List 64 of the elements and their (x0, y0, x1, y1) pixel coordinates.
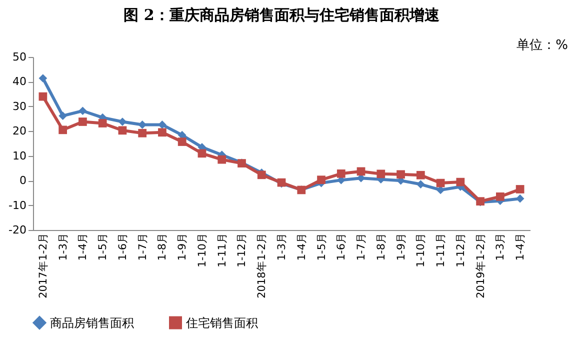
x-tick-label: 1-8月 (375, 232, 388, 261)
x-tick-label: 1-5月 (97, 232, 110, 261)
x-tick-label: 1-8月 (156, 232, 169, 261)
point (158, 120, 166, 129)
y-tick-label: 0 (20, 174, 26, 188)
x-tick-label: 1-5月 (316, 232, 328, 261)
text: 单位：% (516, 37, 568, 54)
x-tick-label: 1-12月 (454, 232, 467, 268)
point (78, 118, 87, 126)
point (158, 128, 166, 137)
point (118, 118, 127, 126)
point (198, 149, 206, 158)
point (58, 126, 68, 134)
point (138, 128, 147, 138)
point (38, 74, 48, 82)
x-tick-label: 1-11月 (216, 232, 228, 268)
legend-label: 住宅销售面积 (185, 316, 258, 330)
point (317, 176, 326, 184)
x-tick-label: 1-6月 (336, 232, 348, 261)
x-tick-label: 1-7月 (356, 232, 368, 261)
x-tick-label: 1-6月 (116, 232, 129, 261)
y-tick-label: 40 (12, 75, 26, 88)
point (118, 126, 127, 135)
point (416, 170, 425, 180)
point (98, 119, 107, 128)
x-tick-label: 1-3月 (276, 232, 288, 261)
point (38, 92, 48, 101)
point (456, 178, 465, 186)
x-tick-label: 2018年1-2月 (256, 232, 268, 298)
x-tick-label: 1-9月 (395, 232, 408, 261)
y-tick-label: 20 (12, 124, 26, 138)
x-tick-label: 1-4月 (296, 232, 308, 261)
y-tick-label: -20 (8, 224, 26, 236)
point (336, 169, 346, 178)
point (416, 180, 425, 188)
y-tick-label: 10 (12, 149, 26, 162)
x-tick-label: 2017年1-2月 (37, 232, 50, 298)
x-tick-label: 1-9月 (176, 232, 189, 261)
legend-label: 商品房销售面积 (50, 316, 134, 330)
x-tick-label: 1-3月 (494, 232, 507, 261)
x-tick-label: 1-4月 (77, 232, 90, 261)
point (218, 155, 226, 164)
point (496, 192, 504, 201)
x-tick-label: 1-7月 (136, 232, 149, 261)
point (436, 178, 445, 188)
x-tick-label: 2019年1-2月 (474, 232, 487, 298)
x-tick-label: 1-3月 (57, 232, 70, 261)
chart-title: 图 2：重庆商品房销售面积与住宅销售面积增速 (124, 6, 440, 24)
point (78, 106, 87, 116)
point (356, 167, 366, 176)
y-tick-label: 30 (12, 100, 26, 113)
x-tick-label: 1-12月 (236, 232, 248, 268)
x-tick-label: 1-11月 (435, 232, 448, 268)
x-tick-label: 1-4月 (514, 232, 527, 261)
x-tick-label: 1-10月 (415, 232, 428, 268)
point (516, 185, 524, 194)
point (396, 170, 405, 179)
point (257, 170, 266, 180)
point (376, 170, 386, 178)
point (178, 138, 186, 146)
x-tick-label: 1-10月 (196, 232, 208, 268)
y-tick-label: 50 (12, 50, 26, 64)
point (58, 112, 68, 120)
y-tick-label: -10 (8, 198, 26, 212)
